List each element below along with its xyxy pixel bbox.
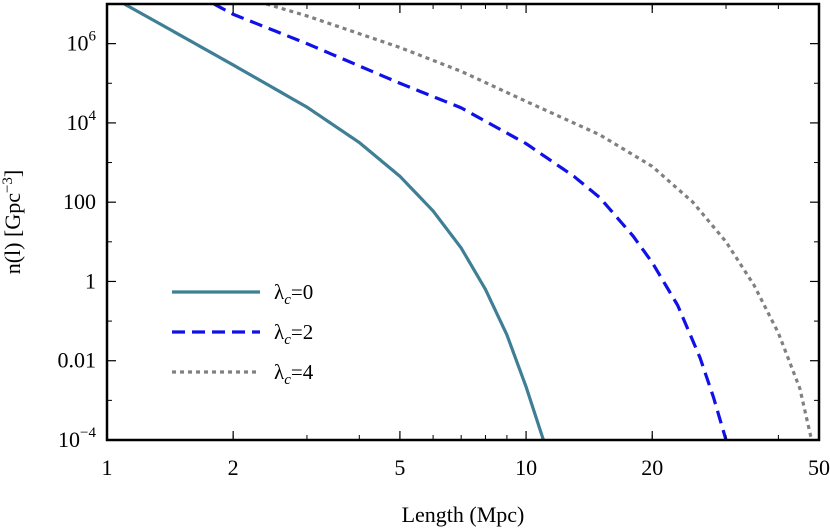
- legend-label-1: λc=2: [274, 320, 313, 348]
- y-tick-label: 10−4: [58, 425, 96, 452]
- y-tick-labels: 10−4 0.01 1 100 104 106: [58, 29, 97, 452]
- x-tick-labels: 1 2 5 10 20 50: [102, 455, 830, 480]
- series-layer: [123, 4, 814, 440]
- series-line-0: [123, 4, 545, 440]
- y-tick-label: 104: [67, 108, 97, 135]
- y-tick-label: 100: [63, 189, 96, 214]
- x-tick-label: 20: [641, 455, 663, 480]
- x-tick-label: 1: [102, 455, 113, 480]
- y-axis-title: n(l) [Gpc−3]: [0, 170, 25, 275]
- x-axis-title: Length (Mpc): [402, 502, 525, 527]
- series-line-2: [265, 4, 814, 440]
- legend-label-2: λc=4: [274, 360, 314, 388]
- plot-frame: [105, 2, 821, 442]
- legend: λc=0 λc=2 λc=4: [172, 280, 314, 388]
- legend-label-0: λc=0: [274, 280, 313, 308]
- y-tick-label: 0.01: [58, 348, 97, 373]
- x-tick-label: 5: [394, 455, 405, 480]
- x-tick-label: 10: [515, 455, 537, 480]
- tick-layer: [106, 3, 820, 441]
- y-tick-label: 1: [85, 268, 96, 293]
- x-tick-label: 2: [228, 455, 239, 480]
- x-tick-label: 50: [808, 455, 830, 480]
- y-tick-label: 106: [67, 29, 97, 56]
